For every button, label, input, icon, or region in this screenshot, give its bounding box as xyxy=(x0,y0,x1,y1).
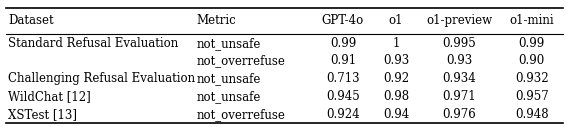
Text: 0.995: 0.995 xyxy=(442,37,476,50)
Text: 0.99: 0.99 xyxy=(519,37,545,50)
Text: 0.934: 0.934 xyxy=(442,72,476,85)
Text: o1: o1 xyxy=(389,14,403,27)
Text: Standard Refusal Evaluation: Standard Refusal Evaluation xyxy=(8,37,178,50)
Text: 0.94: 0.94 xyxy=(383,108,409,121)
Text: WildChat [12]: WildChat [12] xyxy=(8,90,90,103)
Text: XSTest [13]: XSTest [13] xyxy=(8,108,77,121)
Text: 0.932: 0.932 xyxy=(515,72,549,85)
Text: 0.98: 0.98 xyxy=(383,90,409,103)
Text: not_overrefuse: not_overrefuse xyxy=(197,54,286,67)
Text: o1-preview: o1-preview xyxy=(426,14,492,27)
Text: 0.90: 0.90 xyxy=(519,54,545,67)
Text: 0.957: 0.957 xyxy=(515,90,549,103)
Text: not_overrefuse: not_overrefuse xyxy=(197,108,286,121)
Text: 0.971: 0.971 xyxy=(442,90,476,103)
Text: 0.924: 0.924 xyxy=(326,108,360,121)
Text: o1-mini: o1-mini xyxy=(509,14,554,27)
Text: 0.945: 0.945 xyxy=(326,90,360,103)
Text: 0.948: 0.948 xyxy=(515,108,549,121)
Text: 0.976: 0.976 xyxy=(442,108,476,121)
Text: GPT-4o: GPT-4o xyxy=(322,14,364,27)
Text: not_unsafe: not_unsafe xyxy=(197,90,261,103)
Text: 0.99: 0.99 xyxy=(330,37,356,50)
Text: 0.91: 0.91 xyxy=(330,54,356,67)
Text: not_unsafe: not_unsafe xyxy=(197,37,261,50)
Text: 0.93: 0.93 xyxy=(383,54,409,67)
Text: Dataset: Dataset xyxy=(8,14,53,27)
Text: 0.713: 0.713 xyxy=(326,72,360,85)
Text: 1: 1 xyxy=(393,37,399,50)
Text: 0.92: 0.92 xyxy=(383,72,409,85)
Text: Challenging Refusal Evaluation: Challenging Refusal Evaluation xyxy=(8,72,195,85)
Text: not_unsafe: not_unsafe xyxy=(197,72,261,85)
Text: Metric: Metric xyxy=(197,14,237,27)
Text: 0.93: 0.93 xyxy=(446,54,472,67)
